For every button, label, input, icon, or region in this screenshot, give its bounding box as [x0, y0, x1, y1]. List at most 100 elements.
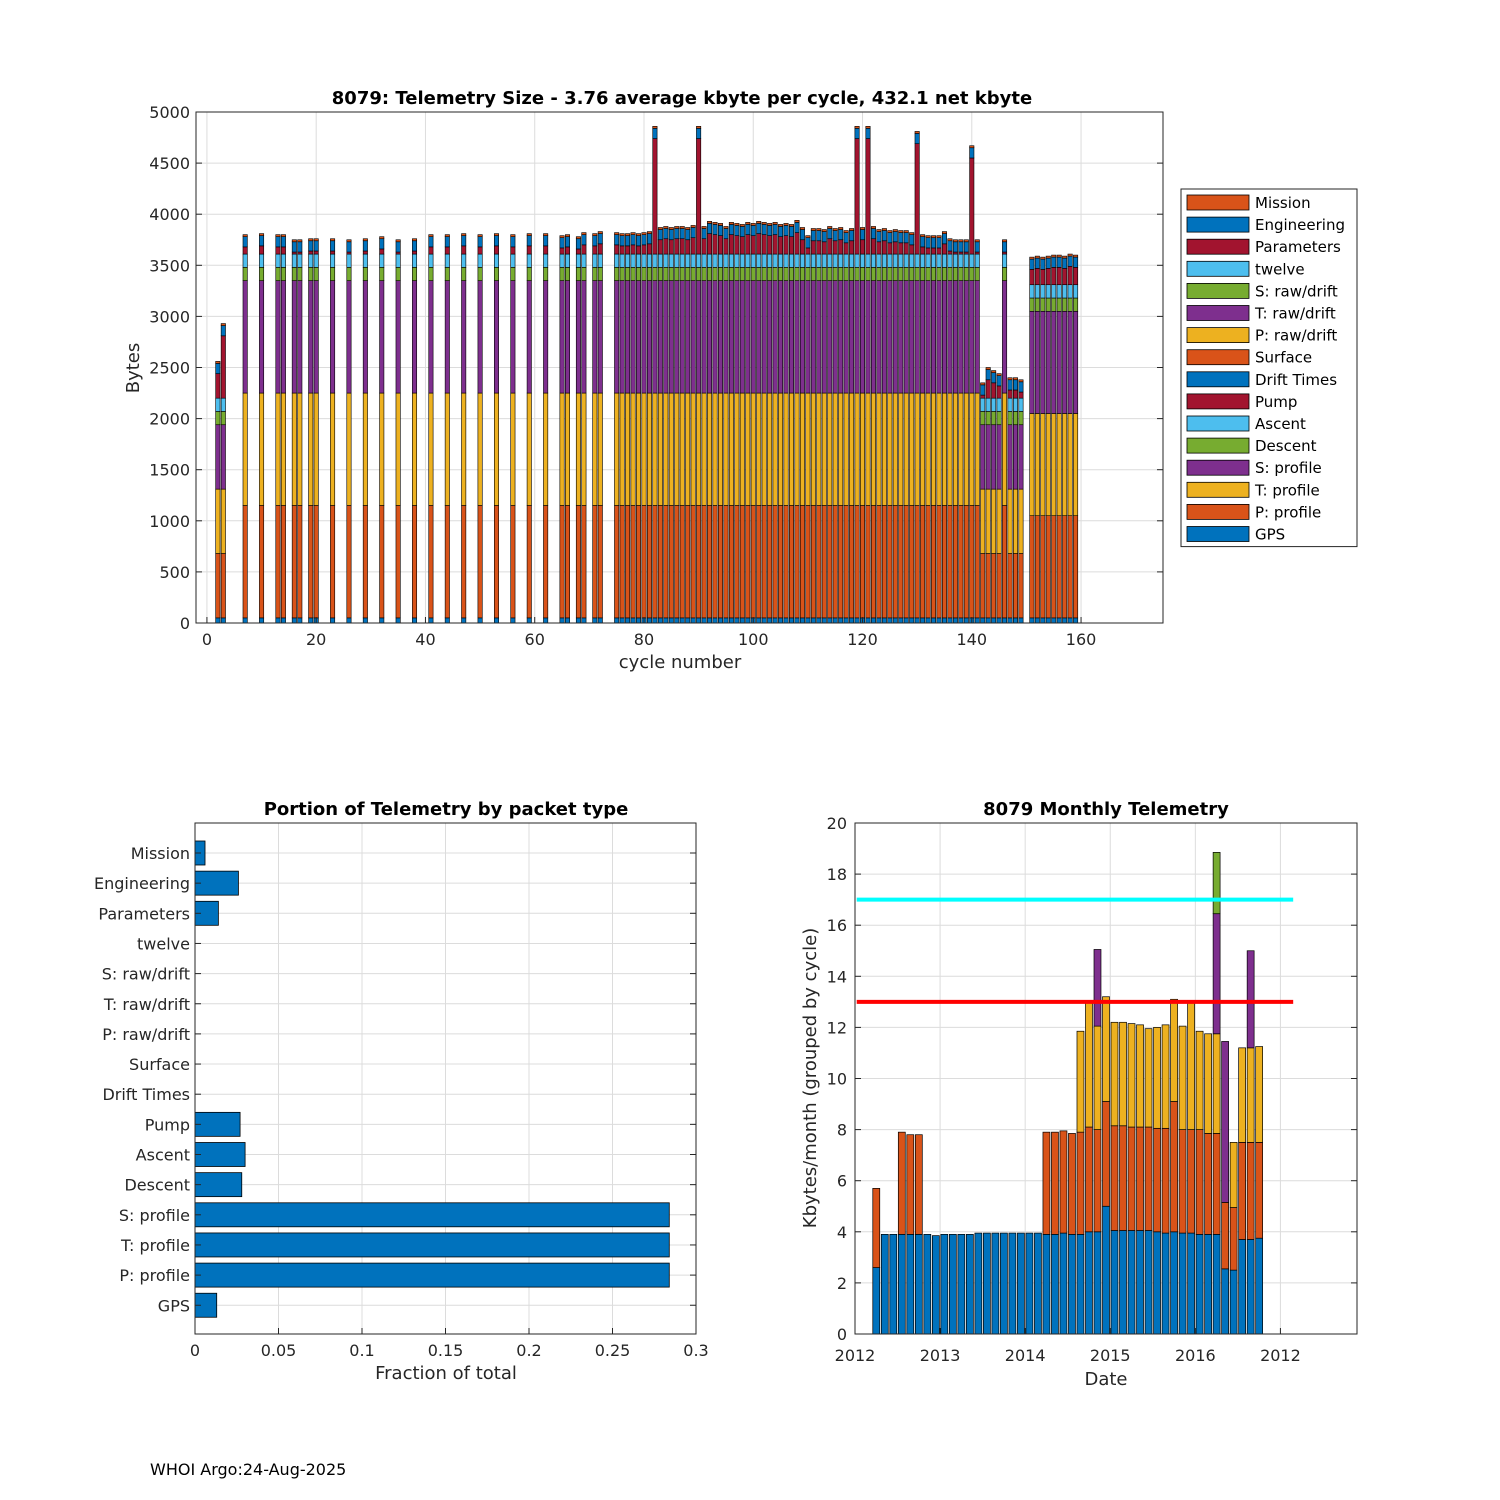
telemetry-size-bar-segment — [1062, 515, 1068, 619]
telemetry-size-bar-segment — [565, 234, 570, 237]
telemetry-size-bar-segment — [668, 229, 674, 241]
telemetry-size-bars — [215, 126, 1079, 624]
telemetry-size-bar-segment — [597, 392, 603, 506]
telemetry-size-bar-segment — [723, 505, 729, 619]
telemetry-size-bar-segment — [1002, 241, 1008, 253]
telemetry-size-bar-segment — [739, 505, 745, 619]
telemetry-size-bar-segment — [597, 505, 603, 619]
telemetry-size-bar-segment — [854, 505, 860, 619]
telemetry-size-bar-segment — [280, 236, 286, 248]
telemetry-size-bar-segment — [259, 267, 265, 281]
telemetry-size-bar-segment — [865, 138, 871, 255]
telemetry-size-bar-segment — [881, 392, 887, 506]
telemetry-size-bar-segment — [592, 233, 598, 236]
telemetry-size-bar-segment — [444, 505, 450, 619]
monthly-ytick-label: 4 — [837, 1223, 847, 1242]
telemetry-size-bar-segment — [712, 392, 718, 506]
telemetry-size-bar-segment — [963, 241, 969, 253]
telemetry-size-bar-segment — [493, 235, 499, 247]
monthly-bar-segment — [1042, 1234, 1051, 1335]
telemetry-size-bar-segment — [1051, 413, 1057, 516]
telemetry-size-bar-segment — [690, 280, 696, 394]
telemetry-size-bar-segment — [723, 392, 729, 506]
telemetry-size-bar-segment — [346, 617, 352, 624]
telemetry-size-bar-segment — [581, 267, 587, 281]
telemetry-size-bar-segment — [592, 245, 598, 255]
telemetry-size-bar-segment — [685, 505, 691, 619]
telemetry-size-bar-segment — [707, 223, 713, 234]
telemetry-size-bar-segment — [947, 250, 953, 255]
telemetry-size-bar-segment — [920, 267, 926, 281]
telemetry-size-bar-segment — [838, 267, 844, 281]
legend-entry-label: T: raw/drift — [1254, 305, 1336, 323]
portion-axes-box — [194, 822, 697, 1335]
telemetry-size-bar-segment — [543, 280, 549, 394]
telemetry-size-bar-segment — [816, 230, 822, 242]
telemetry-size-bar-segment — [1051, 297, 1057, 312]
telemetry-size-bar-segment — [734, 392, 740, 506]
telemetry-size-bar-segment — [581, 505, 587, 619]
telemetry-size-bar-segment — [308, 240, 314, 252]
telemetry-size-bar-segment — [778, 224, 784, 227]
telemetry-size-bar-segment — [543, 245, 549, 255]
telemetry-size-bar-segment — [1002, 392, 1008, 506]
telemetry-size-bar-segment — [696, 126, 702, 129]
telemetry-size-bar-segment — [636, 235, 642, 247]
monthly-bar-segment — [1212, 913, 1221, 1035]
portion-category-label: S: raw/drift — [102, 965, 190, 984]
telemetry-size-bar-segment — [761, 253, 767, 268]
telemetry-size-bar-segment — [707, 392, 713, 506]
monthly-bar-segment — [1246, 950, 1255, 1049]
telemetry-size-bar-segment — [280, 392, 286, 506]
telemetry-size-bar-segment — [330, 253, 336, 268]
telemetry-size-bar-segment — [575, 248, 581, 255]
telemetry-size-bar-segment — [280, 617, 286, 624]
telemetry-size-bar-segment — [876, 241, 882, 255]
telemetry-size-bar-segment — [1067, 617, 1073, 624]
telemetry-size-bar-segment — [783, 505, 789, 619]
telemetry-size-bar-segment — [313, 238, 319, 242]
monthly-bar-segment — [1229, 1269, 1238, 1335]
telemetry-size-bar-segment — [941, 233, 947, 245]
telemetry-size-bar-segment — [1013, 411, 1018, 426]
telemetry-size-bar-segment — [674, 267, 680, 281]
telemetry-size-bar-segment — [346, 241, 352, 253]
telemetry-size-grid — [196, 111, 1163, 624]
portion-category-label: Drift Times — [102, 1085, 190, 1104]
telemetry-size-bar-segment — [1062, 413, 1068, 516]
telemetry-size-bar-segment — [559, 617, 565, 624]
telemetry-size-bar-segment — [636, 392, 642, 506]
telemetry-size-bar-segment — [674, 280, 680, 394]
monthly-xtick-label: 2016 — [1175, 1346, 1216, 1365]
monthly-bar-segment — [1076, 1234, 1085, 1335]
telemetry-size-bar-segment — [215, 424, 221, 490]
legend-swatch — [1186, 327, 1250, 344]
monthly-bar-segment — [1221, 1268, 1229, 1335]
monthly-bar-segment — [906, 1134, 915, 1235]
telemetry-size-bar-segment — [565, 253, 570, 268]
telemetry-size-bar-segment — [690, 267, 696, 281]
telemetry-size-bar-segment — [1007, 379, 1013, 391]
portion-bar — [194, 1172, 243, 1198]
legend-entry-label: T: profile — [1254, 481, 1320, 499]
portion-category-label: P: raw/drift — [102, 1025, 190, 1044]
telemetry-size-bar-segment — [799, 505, 805, 619]
telemetry-size-bar-segment — [832, 392, 838, 506]
telemetry-size-bar-segment — [1056, 267, 1062, 286]
telemetry-size-bar-segment — [619, 233, 625, 236]
monthly-ticks: 2012 2013 2014 2015 2016 2012 0 2 4 6 8 10 12 14 16 18 2… — [827, 814, 1357, 1365]
telemetry-size-bar-segment — [280, 253, 286, 268]
telemetry-size-bar-segment — [761, 222, 767, 225]
telemetry-size-bar-segment — [794, 232, 800, 255]
telemetry-size-bar-segment — [275, 280, 281, 394]
legend-swatch — [1186, 393, 1250, 410]
telemetry-size-bar-segment — [652, 280, 658, 394]
telemetry-size-bar-segment — [1067, 413, 1073, 516]
telemetry-size-bar-segment — [931, 505, 937, 619]
telemetry-size-bar-segment — [559, 505, 565, 619]
telemetry-size-bar-segment — [941, 231, 947, 234]
telemetry-size-bar-segment — [652, 505, 658, 619]
portion-bar — [194, 870, 239, 896]
telemetry-size-bar-segment — [630, 244, 636, 255]
